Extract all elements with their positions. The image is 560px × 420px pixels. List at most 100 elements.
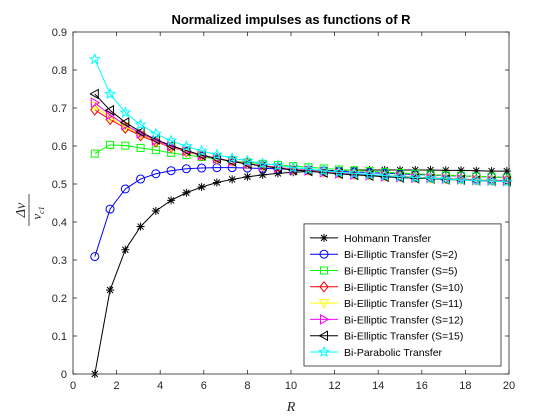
- data-point: [195, 144, 208, 157]
- y-tick-label: 0: [61, 369, 67, 381]
- y-tick-label: 0.7: [52, 103, 67, 115]
- data-point: [241, 154, 254, 166]
- legend-swatch-marker: [318, 330, 328, 342]
- x-tick-label: 6: [201, 380, 207, 392]
- data-point: [104, 104, 115, 116]
- data-point: [136, 128, 147, 139]
- y-tick-label: 0.2: [52, 293, 67, 305]
- x-tick-label: 2: [114, 380, 120, 392]
- data-point: [348, 167, 361, 179]
- data-point: [121, 245, 130, 254]
- legend-label: Bi-Elliptic Transfer (S=15): [344, 331, 463, 343]
- marker-stroke: [320, 234, 328, 242]
- legend-label: Bi-Parabolic Transfer: [344, 347, 443, 359]
- data-point: [211, 153, 221, 164]
- data-point: [120, 184, 130, 194]
- data-point: [470, 174, 483, 186]
- marker-stroke: [106, 286, 114, 294]
- data-point: [136, 174, 146, 184]
- marker-stroke: [167, 196, 175, 204]
- data-point: [106, 286, 115, 295]
- legend-label: Hohmann Transfer: [344, 233, 431, 245]
- legend-label: Bi-Elliptic Transfer (S=2): [344, 249, 458, 261]
- legend-swatch-marker: [320, 266, 328, 275]
- legend-entry: Bi-Elliptic Transfer (S=11): [310, 298, 463, 310]
- data-point: [302, 162, 315, 175]
- y-axis-label: Δv vc1: [14, 194, 46, 226]
- data-point: [89, 88, 99, 100]
- data-point: [210, 148, 223, 160]
- data-point: [271, 159, 284, 171]
- x-tick-label: 20: [503, 380, 515, 392]
- x-tick-label: 16: [416, 380, 428, 392]
- marker-stroke: [213, 179, 221, 186]
- data-point: [226, 151, 239, 164]
- legend-swatch-marker: [317, 345, 331, 358]
- legend-entry: Hohmann Transfer: [310, 233, 431, 245]
- data-point: [136, 143, 145, 152]
- data-point: [135, 126, 145, 138]
- data-point: [151, 135, 162, 147]
- legend-swatch-marker: [319, 249, 329, 259]
- data-point: [151, 169, 161, 179]
- data-point: [150, 134, 160, 145]
- y-tick-label: 0.9: [52, 27, 67, 39]
- data-point: [378, 169, 391, 181]
- marker-stroke: [198, 183, 205, 191]
- x-tick-label: 10: [285, 380, 297, 392]
- legend-swatch-marker: [319, 280, 329, 293]
- legend-label: Bi-Elliptic Transfer (S=12): [344, 314, 463, 326]
- data-point: [228, 175, 237, 184]
- y-tick-label: 0.8: [52, 65, 67, 77]
- legend: Hohmann Transfer Bi-Elliptic Transfer (S=…: [303, 223, 502, 367]
- x-tick-label: 8: [244, 380, 250, 392]
- marker-stroke: [137, 223, 144, 230]
- series-path: [94, 169, 507, 375]
- data-point: [104, 113, 116, 123]
- data-point: [317, 164, 330, 176]
- series-path: [94, 144, 507, 179]
- plot-frame: [72, 31, 510, 375]
- data-point: [134, 118, 147, 130]
- data-point: [104, 87, 117, 100]
- series-line-8: [88, 53, 513, 187]
- data-point: [119, 106, 132, 118]
- data-point: [241, 158, 252, 170]
- data-point: [500, 175, 513, 187]
- data-point: [485, 174, 498, 187]
- data-point: [332, 165, 345, 178]
- y-axis-label-denominator: vc1: [29, 206, 46, 219]
- y-tick-label: 0.3: [52, 255, 67, 267]
- data-point: [363, 170, 374, 181]
- legend-swatch-marker: [320, 233, 328, 242]
- data-point: [119, 117, 130, 128]
- marker-stroke: [183, 189, 190, 197]
- data-point: [90, 97, 101, 109]
- data-point: [151, 206, 160, 215]
- legend-label: Bi-Elliptic Transfer (S=11): [344, 298, 463, 310]
- marker-stroke: [152, 207, 160, 215]
- legend-label: Bi-Elliptic Transfer (S=5): [344, 266, 458, 278]
- data-point: [197, 183, 206, 192]
- data-point: [243, 172, 252, 181]
- data-point: [182, 188, 191, 197]
- data-point: [212, 178, 221, 187]
- y-tick-label: 0.6: [52, 141, 67, 153]
- axis-ticks: 0 2 4 6 8 10 12 14 16 18 20 0 0.1 0.2 0.3 0.4 0.5 0.6 0.7 0…: [52, 27, 515, 392]
- y-tick-label: 0.5: [52, 179, 67, 191]
- data-point: [165, 134, 178, 146]
- data-point: [166, 166, 176, 176]
- x-tick-label: 12: [328, 380, 340, 392]
- data-point: [439, 172, 452, 185]
- legend-swatch-marker: [320, 314, 330, 325]
- data-point: [88, 53, 101, 65]
- x-tick-label: 18: [459, 380, 471, 392]
- legend-box: [303, 223, 502, 367]
- legend-entry: Bi-Elliptic Transfer (S=2): [310, 249, 458, 261]
- series-path: [94, 59, 507, 183]
- data-point: [167, 196, 176, 205]
- data-point: [287, 161, 300, 173]
- x-tick-label: 14: [372, 380, 384, 392]
- data-point: [180, 140, 193, 152]
- legend-entry: Bi-Elliptic Transfer (S=15): [310, 330, 463, 343]
